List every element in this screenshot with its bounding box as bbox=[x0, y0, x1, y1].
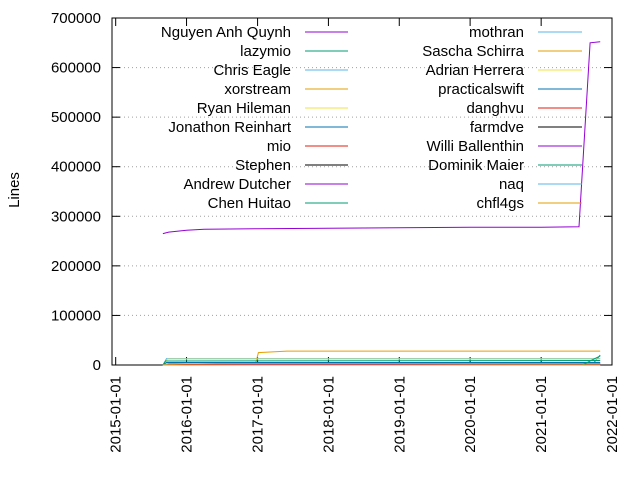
grid-lines bbox=[112, 67, 612, 316]
legend: Nguyen Anh Quynh lazymio Chris Eagle xorstr… bbox=[161, 24, 582, 212]
legend-label: Chris Eagle bbox=[213, 62, 291, 79]
legend-entry: chfl4gs bbox=[476, 195, 582, 212]
legend-entry: xorstream bbox=[224, 81, 348, 98]
legend-entry: danghvu bbox=[466, 100, 582, 117]
y-axis: 0 100000 200000 300000 400000 500000 600000 700… bbox=[51, 10, 612, 374]
legend-label: Stephen bbox=[235, 157, 291, 174]
legend-label: Jonathon Reinhart bbox=[168, 119, 291, 136]
x-tick-label: 2015-01-01 bbox=[108, 376, 125, 453]
series-line-1 bbox=[162, 41, 601, 235]
y-tick-label: 500000 bbox=[51, 109, 101, 126]
legend-label: Nguyen Anh Quynh bbox=[161, 24, 291, 41]
x-tick-label: 2021-01-01 bbox=[533, 376, 550, 453]
x-tick-label: 2019-01-01 bbox=[391, 376, 408, 453]
legend-label: danghvu bbox=[466, 100, 524, 117]
legend-entry: Chris Eagle bbox=[213, 62, 348, 79]
legend-entry: farmdve bbox=[470, 119, 582, 136]
series-line-10 bbox=[162, 360, 601, 366]
legend-label: Adrian Herrera bbox=[426, 62, 525, 79]
legend-entry: Dominik Maier bbox=[428, 157, 582, 174]
legend-label: Dominik Maier bbox=[428, 157, 524, 174]
legend-entry: Adrian Herrera bbox=[426, 62, 582, 79]
x-axis: 2015-01-01 2016-01-01 2017-01-01 2018-01-01… bbox=[108, 18, 621, 453]
legend-entry: Andrew Dutcher bbox=[183, 176, 348, 193]
legend-label: Ryan Hileman bbox=[197, 100, 291, 117]
y-tick-label: 200000 bbox=[51, 258, 101, 275]
legend-entry: Ryan Hileman bbox=[197, 100, 348, 117]
legend-label: Chen Huitao bbox=[208, 195, 291, 212]
legend-label: mio bbox=[267, 138, 291, 155]
legend-entry: mio bbox=[267, 138, 348, 155]
legend-label: farmdve bbox=[470, 119, 524, 136]
legend-entry: Stephen bbox=[235, 157, 348, 174]
legend-entry: mothran bbox=[469, 24, 582, 41]
legend-label: xorstream bbox=[224, 81, 291, 98]
legend-entry: Willi Ballenthin bbox=[426, 138, 582, 155]
series-line-6 bbox=[162, 362, 601, 366]
y-tick-label: 300000 bbox=[51, 208, 101, 225]
legend-entry: naq bbox=[499, 176, 582, 193]
y-axis-title: Lines bbox=[6, 172, 23, 208]
y-tick-label: 400000 bbox=[51, 159, 101, 176]
legend-label: Sascha Schirra bbox=[422, 43, 524, 60]
legend-label: lazymio bbox=[240, 43, 291, 60]
x-tick-label: 2018-01-01 bbox=[320, 376, 337, 453]
x-tick-label: 2017-01-01 bbox=[250, 376, 267, 453]
y-tick-label: 0 bbox=[93, 357, 101, 374]
y-tick-label: 700000 bbox=[51, 10, 101, 27]
legend-entry: Chen Huitao bbox=[208, 195, 348, 212]
x-tick-label: 2016-01-01 bbox=[179, 376, 196, 453]
legend-entry: practicalswift bbox=[438, 81, 582, 98]
series-group bbox=[162, 41, 601, 366]
y-tick-label: 600000 bbox=[51, 60, 101, 77]
legend-label: chfl4gs bbox=[476, 195, 524, 212]
legend-label: mothran bbox=[469, 24, 524, 41]
legend-entry: Sascha Schirra bbox=[422, 43, 582, 60]
legend-label: naq bbox=[499, 176, 524, 193]
legend-entry: Jonathon Reinhart bbox=[168, 119, 348, 136]
x-tick-label: 2022-01-01 bbox=[604, 376, 621, 453]
legend-label: Andrew Dutcher bbox=[183, 176, 291, 193]
legend-entry: Nguyen Anh Quynh bbox=[161, 24, 348, 41]
legend-label: Willi Ballenthin bbox=[426, 138, 524, 155]
x-tick-label: 2020-01-01 bbox=[462, 376, 479, 453]
legend-entry: lazymio bbox=[240, 43, 348, 60]
legend-label: practicalswift bbox=[438, 81, 525, 98]
y-tick-label: 100000 bbox=[51, 307, 101, 324]
